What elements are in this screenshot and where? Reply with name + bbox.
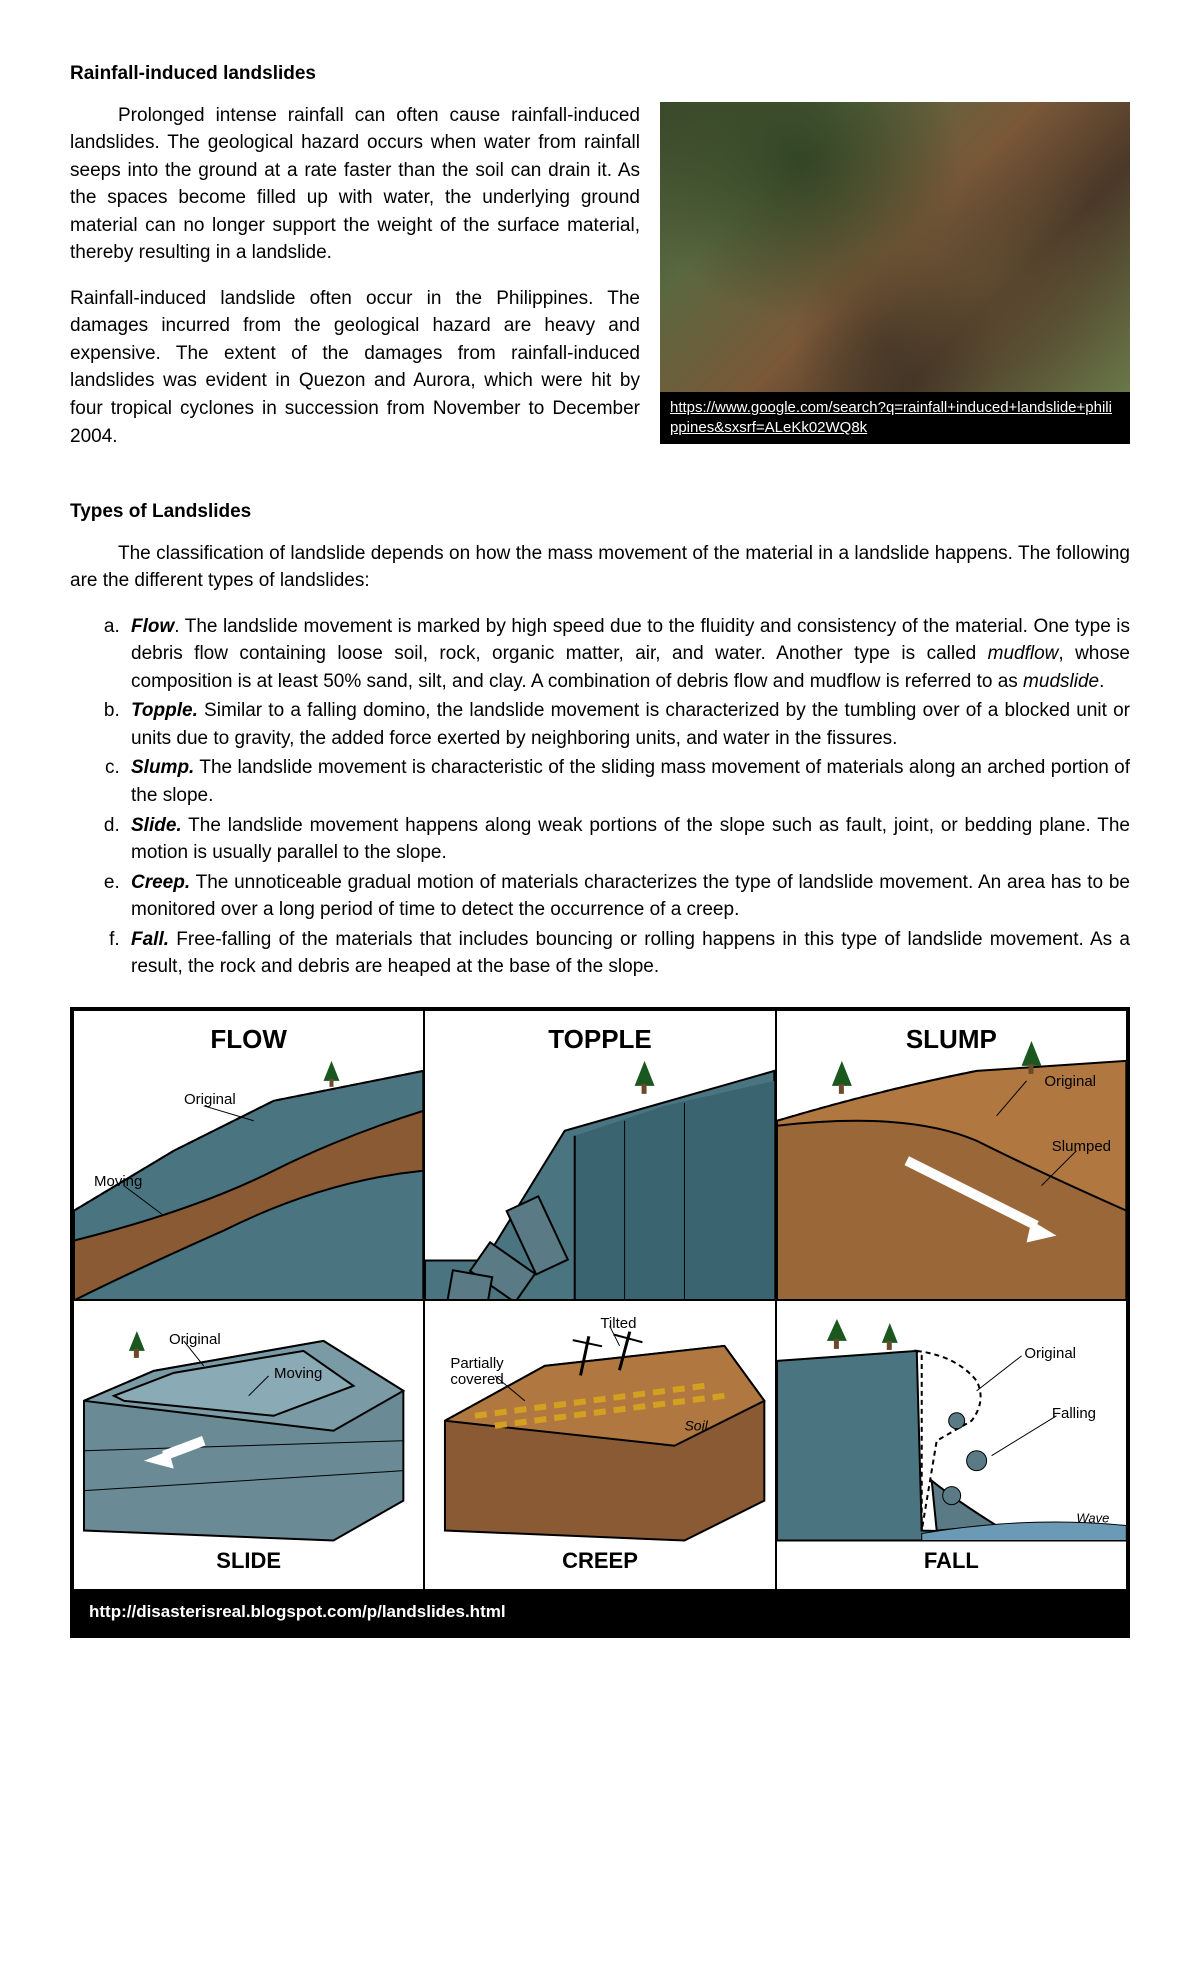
- panel-topple: TOPPLE: [424, 1010, 775, 1300]
- diagram-grid: FLOW Original Moving TOPPLE: [73, 1010, 1127, 1590]
- label-original: Original: [169, 1329, 221, 1351]
- panel-title-slide: SLIDE: [74, 1545, 423, 1577]
- section-heading-rainfall: Rainfall-induced landslides: [70, 60, 1130, 88]
- panel-title-flow: FLOW: [74, 1021, 423, 1059]
- label-falling: Falling: [1052, 1403, 1096, 1425]
- paragraph-1: Prolonged intense rainfall can often cau…: [70, 102, 640, 267]
- panel-flow: FLOW Original Moving: [73, 1010, 424, 1300]
- intro-row: Prolonged intense rainfall can often cau…: [70, 102, 1130, 469]
- panel-title-topple: TOPPLE: [425, 1021, 774, 1059]
- diagram-caption-link[interactable]: http://disasterisreal.blogspot.com/p/lan…: [73, 1590, 1127, 1635]
- type-fall: Fall. Free-falling of the materials that…: [125, 926, 1130, 981]
- type-slump: Slump. The landslide movement is charact…: [125, 754, 1130, 809]
- panel-title-creep: CREEP: [425, 1545, 774, 1577]
- landslide-diagram: FLOW Original Moving TOPPLE: [70, 1007, 1130, 1638]
- type-flow: Flow. The landslide movement is marked b…: [125, 613, 1130, 696]
- label-partially-covered: Partially covered: [450, 1356, 515, 1389]
- landslide-photo: [660, 102, 1130, 392]
- label-moving: Moving: [94, 1171, 142, 1193]
- intro-text-column: Prolonged intense rainfall can often cau…: [70, 102, 640, 469]
- panel-slide: SLIDE Original Moving: [73, 1300, 424, 1590]
- type-creep: Creep. The unnoticeable gradual motion o…: [125, 869, 1130, 924]
- types-list: Flow. The landslide movement is marked b…: [70, 613, 1130, 981]
- panel-title-fall: FALL: [777, 1545, 1126, 1577]
- label-original: Original: [1044, 1071, 1096, 1093]
- type-slide: Slide. The landslide movement happens al…: [125, 812, 1130, 867]
- svg-text:Wave: Wave: [1076, 1510, 1109, 1525]
- section-heading-types: Types of Landslides: [70, 498, 1130, 526]
- panel-slump: SLUMP Original Slumped: [776, 1010, 1127, 1300]
- type-topple: Topple. Similar to a falling domino, the…: [125, 697, 1130, 752]
- panel-title-slump: SLUMP: [777, 1021, 1126, 1059]
- photo-box: https://www.google.com/search?q=rainfall…: [660, 102, 1130, 469]
- label-original: Original: [184, 1089, 236, 1111]
- label-slumped: Slumped: [1052, 1136, 1111, 1158]
- paragraph-3: The classification of landslide depends …: [70, 540, 1130, 595]
- label-original: Original: [1024, 1343, 1076, 1365]
- label-moving: Moving: [274, 1363, 322, 1385]
- label-tilted: Tilted: [600, 1313, 636, 1335]
- panel-creep: CREEP Soil Tilted Partially covered: [424, 1300, 775, 1590]
- svg-text:Soil: Soil: [685, 1418, 709, 1434]
- paragraph-2: Rainfall-induced landslide often occur i…: [70, 285, 640, 450]
- photo-caption-link[interactable]: https://www.google.com/search?q=rainfall…: [660, 392, 1130, 445]
- panel-fall: FALL Wave Original Falling: [776, 1300, 1127, 1590]
